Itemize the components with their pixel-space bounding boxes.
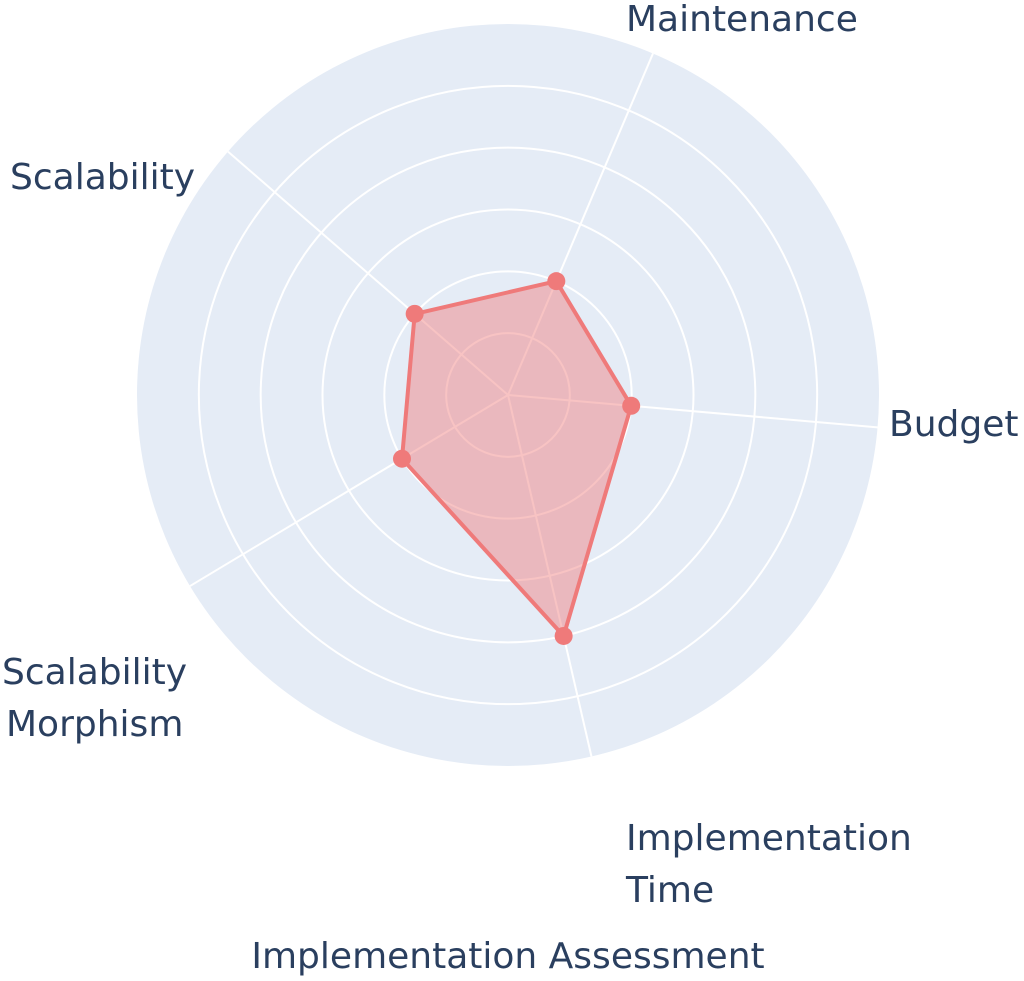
axis-label-line: Maintenance	[626, 0, 858, 40]
grid-ring	[197, 84, 819, 706]
axis-label-line: Scalability	[2, 652, 187, 693]
data-point-marker	[622, 396, 641, 415]
axis-label-line: Morphism	[6, 704, 183, 745]
data-point-marker	[392, 449, 411, 468]
axis-labels: Budget Maintenance Scalability Scalability M…	[2, 0, 1018, 911]
data-point-marker	[547, 272, 566, 291]
grid-spokes	[189, 53, 878, 757]
chart-title: Implementation Assessment	[251, 936, 764, 977]
grid-ring	[259, 146, 757, 644]
series-layer	[392, 272, 641, 645]
grid-spoke	[227, 150, 509, 396]
axis-label-line: Implementation	[626, 818, 912, 859]
axis-label: Maintenance	[626, 0, 858, 40]
axis-label: Scalability	[10, 157, 195, 198]
axis-label-line: Budget	[889, 404, 1018, 445]
grid-spoke	[189, 394, 509, 587]
grid-spoke	[507, 394, 878, 429]
axis-label-line: Scalability	[10, 157, 195, 198]
axis-label: Scalability Morphism	[2, 652, 187, 745]
grid-ring	[383, 270, 633, 520]
axis-label: Implementation Time	[625, 818, 912, 911]
grid-rings	[197, 84, 819, 706]
axis-label-line: Time	[625, 870, 714, 911]
grid-ring	[445, 332, 571, 458]
grid-ring	[321, 208, 695, 582]
grid-spoke	[507, 53, 654, 396]
data-point-marker	[405, 304, 424, 323]
grid-spoke	[507, 394, 593, 757]
data-point-marker	[554, 626, 573, 645]
series-area	[400, 279, 634, 638]
axis-label: Budget	[889, 404, 1018, 445]
